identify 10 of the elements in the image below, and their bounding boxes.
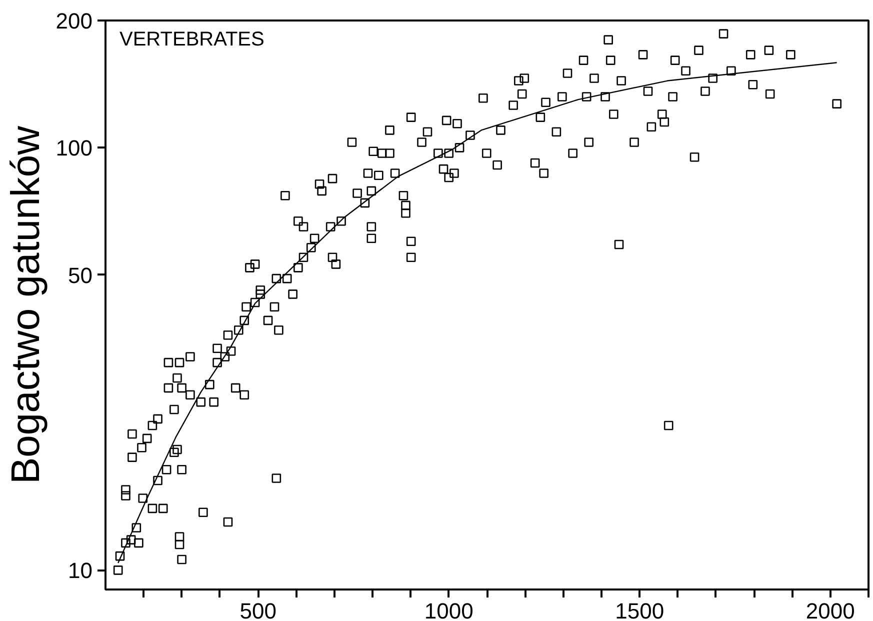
x-tick-label: 2000 bbox=[806, 598, 855, 621]
x-tick-label: 1500 bbox=[615, 598, 664, 621]
y-tick-label: 50 bbox=[68, 262, 93, 288]
annotation: VERTEBRATES bbox=[120, 28, 264, 50]
y-tick-label: 200 bbox=[56, 8, 93, 34]
y-axis-title: Bogactwo gatunków bbox=[4, 126, 48, 484]
x-tick-label: 1000 bbox=[424, 598, 474, 621]
y-tick-label: 10 bbox=[68, 558, 93, 584]
y-tick-label: 100 bbox=[56, 136, 93, 161]
x-tick-label: 500 bbox=[240, 598, 276, 621]
